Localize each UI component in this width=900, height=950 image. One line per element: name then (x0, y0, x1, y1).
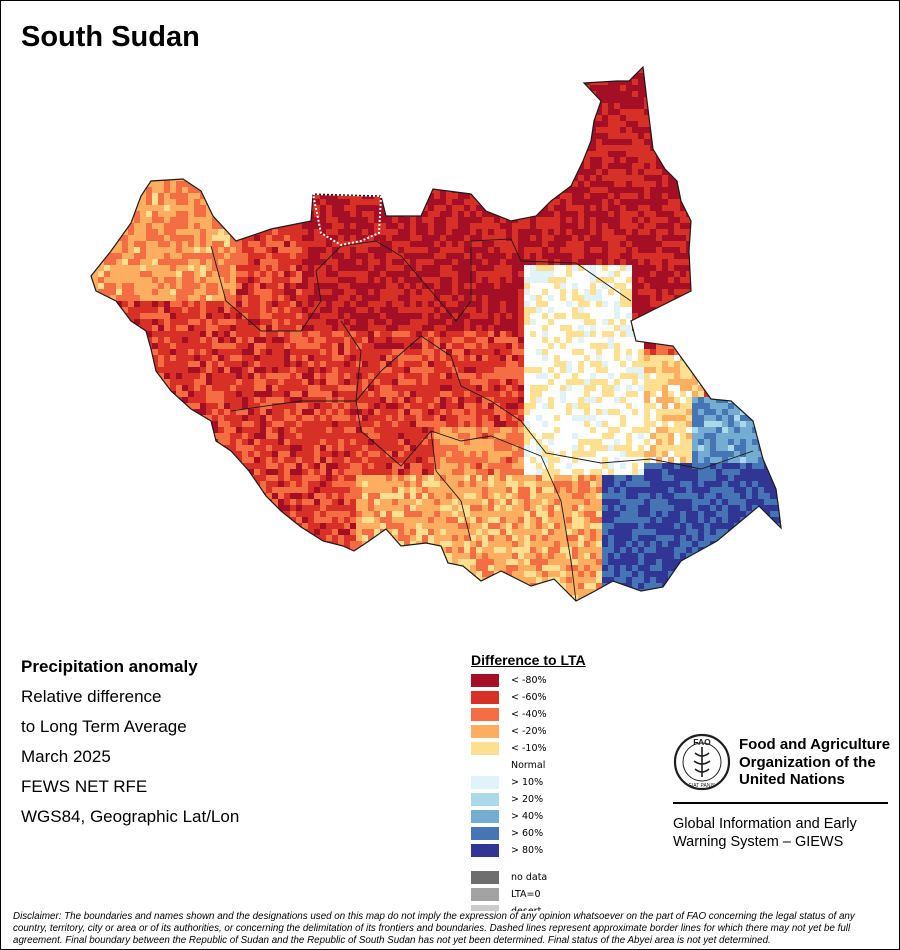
info-line-projection: WGS84, Geographic Lat/Lon (21, 807, 240, 826)
fao-emblem-motto: FIAT PANIS (689, 783, 716, 789)
legend-class-swatch (471, 793, 499, 806)
state-boundaries (210, 238, 754, 602)
legend-class-label: < -40% (511, 709, 547, 720)
legend-class-swatch (471, 759, 499, 772)
map-legend: Difference to LTA < -80% < -60% < -40% < -2… (471, 652, 661, 920)
legend-class-swatch (471, 776, 499, 789)
legend-class-label: < -80% (511, 675, 547, 686)
legend-class-swatch (471, 827, 499, 840)
info-line-source: FEWS NET RFE (21, 777, 148, 796)
legend-title: Difference to LTA (471, 652, 586, 668)
map-info-block: Precipitation anomaly Relative differenc… (21, 657, 341, 837)
legend-class-swatch (471, 674, 499, 687)
legend-extra-swatch (471, 888, 499, 901)
legend-class-label: > 20% (511, 794, 544, 805)
fao-emblem-icon: FAO FIAT PANIS (673, 733, 731, 791)
legend-class-swatch (471, 810, 499, 823)
legend-class-label: > 40% (511, 811, 544, 822)
legend-class-row: > 60% (471, 825, 661, 842)
fao-org-name: Food and Agriculture Organization of the… (739, 736, 891, 788)
map-title: South Sudan (21, 21, 200, 53)
legend-class-label: < -60% (511, 692, 547, 703)
legend-class-label: Normal (511, 760, 546, 771)
legend-class-row: < -10% (471, 740, 661, 757)
info-line-period: March 2025 (21, 747, 111, 766)
logo-divider (673, 802, 888, 804)
legend-classes: < -80% < -60% < -40% < -20% < -10% Normal > 10… (471, 672, 661, 859)
legend-class-label: < -20% (511, 726, 547, 737)
legend-class-row: < -60% (471, 689, 661, 706)
legend-class-row: Normal (471, 757, 661, 774)
anomaly-raster (91, 67, 781, 601)
legend-class-label: > 80% (511, 845, 544, 856)
legend-class-row: < -20% (471, 723, 661, 740)
legend-class-swatch (471, 708, 499, 721)
legend-extra-row: LTA=0 (471, 886, 661, 903)
legend-class-swatch (471, 742, 499, 755)
legend-class-row: > 10% (471, 774, 661, 791)
legend-class-label: < -10% (511, 743, 547, 754)
legend-class-swatch (471, 844, 499, 857)
legend-class-label: > 60% (511, 828, 544, 839)
legend-class-row: > 40% (471, 808, 661, 825)
legend-extra-label: LTA=0 (511, 889, 541, 900)
legend-class-row: < -40% (471, 706, 661, 723)
legend-class-label: > 10% (511, 777, 544, 788)
legend-class-row: < -80% (471, 672, 661, 689)
info-line-description: Relative difference (21, 687, 162, 706)
legend-class-row: > 20% (471, 791, 661, 808)
legend-class-swatch (471, 691, 499, 704)
legend-class-swatch (471, 725, 499, 738)
info-heading: Precipitation anomaly (21, 657, 198, 676)
disclaimer-text: Disclaimer: The boundaries and names sho… (13, 911, 891, 947)
legend-extra-label: no data (511, 872, 548, 883)
info-line-description-cont: to Long Term Average (21, 717, 187, 736)
legend-class-row: > 80% (471, 842, 661, 859)
country-outline (90, 65, 782, 602)
legend-extra-row: no data (471, 869, 661, 886)
abyei-disputed-area-outline (311, 192, 383, 247)
giews-system-name: Global Information and Early Warning Sys… (673, 816, 857, 850)
legend-extra-swatch (471, 871, 499, 884)
fao-emblem-letters: FAO (693, 737, 711, 747)
